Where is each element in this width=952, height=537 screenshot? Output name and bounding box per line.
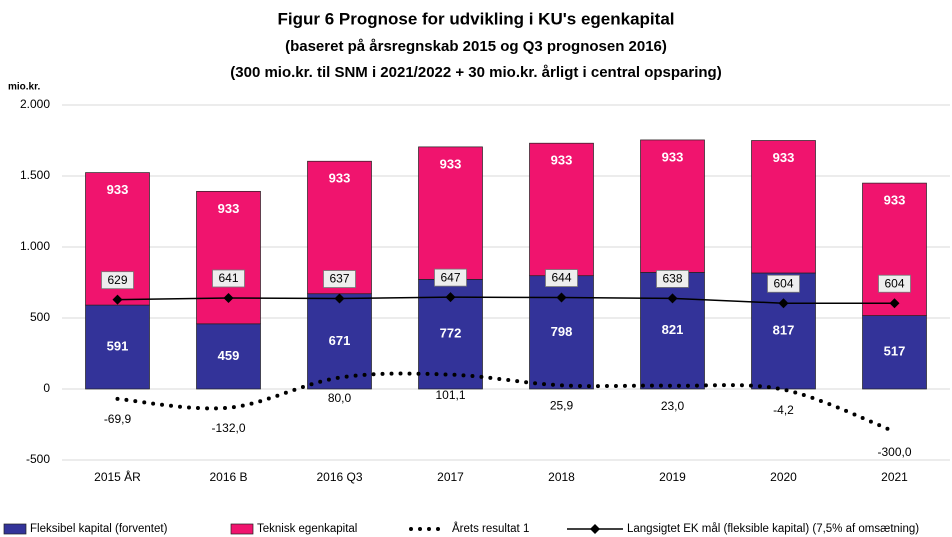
bar [862,182,927,316]
y-tick-label: 1.000 [20,239,50,253]
target-value-label: 647 [440,270,460,284]
target-marker [778,298,789,309]
target-line [117,296,895,304]
bar-value-label: 798 [551,324,573,339]
bar [196,323,261,390]
target-value-label: 604 [773,276,793,290]
result-value-label: 25,9 [550,398,574,412]
target-value-label: 629 [107,273,127,287]
bar [640,272,705,390]
bar-value-label: 933 [551,153,573,168]
y-tick-label: 2.000 [20,97,50,111]
result-value-label: -132,0 [211,421,245,435]
bar [751,140,816,274]
x-tick-label: 2015 ÅR [94,469,141,484]
chart-subtitle: (300 mio.kr. til SNM i 2021/2022 + 30 mi… [230,64,721,81]
legend-label: Fleksibel kapital (forventet) [30,523,168,535]
bar-value-label: 933 [440,156,462,171]
bar-value-label: 517 [884,344,906,359]
bar [418,146,483,280]
bar-value-label: 933 [329,171,351,186]
x-tick-label: 2016 B [209,470,247,484]
target-value-label: 644 [551,271,571,285]
result-value-label: -4,2 [773,403,794,417]
legend-swatch [230,523,254,535]
target-marker [889,298,900,309]
result-value-label: -300,0 [877,445,911,459]
target-value-label: 638 [662,272,682,286]
x-tick-label: 2018 [548,470,575,484]
bar-value-label: 591 [107,338,129,353]
label-box [767,274,800,293]
y-tick-label: 1.500 [20,168,50,182]
bar-value-label: 772 [440,326,462,341]
x-tick-label: 2017 [437,470,464,484]
target-marker [556,292,567,303]
label-box [434,268,467,287]
y-axis-label: mio.kr. [8,82,40,93]
bar-value-label: 933 [884,193,906,208]
legend-label: Årets resultat 1 [452,522,529,535]
bar-value-label: 671 [329,333,351,348]
bar [529,142,594,277]
target-marker [445,292,456,303]
target-value-label: 637 [329,272,349,286]
bar [307,293,372,390]
bar-value-label: 933 [662,149,684,164]
target-marker [223,292,234,303]
target-marker [334,293,345,304]
x-tick-label: 2020 [770,470,797,484]
bar-value-label: 933 [107,182,129,197]
legend-label: Teknisk egenkapital [257,523,357,535]
target-marker [667,293,678,304]
label-box [878,274,911,293]
result-value-label: -69,9 [104,412,132,426]
label-box [212,269,245,288]
bar-value-label: 821 [662,322,684,337]
chart-title: Figur 6 Prognose for udvikling i KU's eg… [278,9,675,28]
label-box [101,271,134,290]
bar-value-label: 817 [773,322,795,337]
label-box [656,270,689,288]
x-tick-label: 2021 [881,470,908,484]
bar-value-label: 933 [773,150,795,165]
legend-label: Langsigtet EK mål (fleksible kapital) (7… [627,523,919,535]
result-value-label: 101,1 [435,388,465,402]
bar-value-label: 933 [218,201,240,216]
legend-swatch [590,524,600,534]
y-tick-label: 0 [43,381,50,395]
x-tick-label: 2016 Q3 [316,470,362,484]
label-box [545,269,578,287]
result-value-label: 80,0 [328,391,352,405]
y-tick-label: -500 [26,452,50,466]
bar-value-label: 459 [218,348,240,363]
bar [640,139,705,273]
target-value-label: 641 [218,271,238,285]
result-value-label: 23,0 [661,399,685,413]
chart-subtitle: (baseret på årsregnskab 2015 og Q3 progn… [285,38,667,55]
x-tick-label: 2019 [659,470,686,484]
target-value-label: 604 [884,276,904,290]
target-marker [112,294,123,305]
label-box [323,270,356,288]
y-tick-label: 500 [30,310,50,324]
bar [862,315,927,390]
bar [85,304,150,390]
legend-swatch [3,523,27,535]
